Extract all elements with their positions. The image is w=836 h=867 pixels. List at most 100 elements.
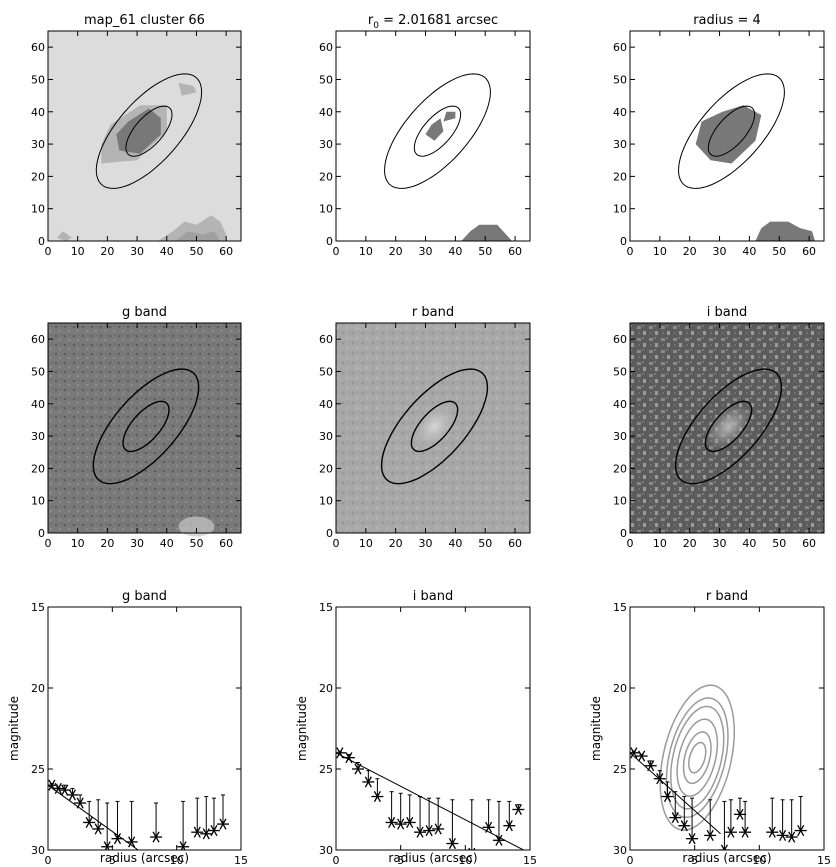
- data-point: [92, 823, 105, 835]
- data-point: [794, 825, 807, 837]
- data-point: [385, 816, 398, 829]
- panel-4-frame: [47, 322, 242, 534]
- data-point: [644, 760, 657, 772]
- x-tick-label: 50: [478, 537, 492, 550]
- marker-stroke: [425, 825, 433, 837]
- x-tick-label: 10: [359, 245, 373, 258]
- y-tick-label: 10: [319, 495, 333, 508]
- data-point: [739, 826, 752, 838]
- inner-ellipse: [707, 105, 756, 157]
- x-tick-label: 0: [45, 537, 52, 550]
- panel-6-title: i band: [707, 305, 747, 320]
- y-tick-label: 60: [319, 41, 333, 54]
- data-point: [669, 812, 682, 824]
- y-tick-label: 15: [319, 601, 333, 614]
- data-point: [351, 763, 364, 775]
- data-point: [403, 816, 416, 829]
- data-point: [125, 836, 138, 848]
- data-point: [342, 752, 355, 764]
- x-tick-label: 0: [333, 537, 340, 550]
- x-tick-label: 0: [627, 854, 634, 867]
- marker-stroke: [468, 847, 471, 850]
- outer-ellipse: [674, 368, 783, 485]
- data-point: [336, 747, 346, 759]
- x-tick-label: 15: [234, 854, 248, 867]
- panel-8-title: i band: [413, 589, 453, 604]
- y-tick-label: 50: [319, 365, 333, 378]
- y-tick-label: 10: [319, 203, 333, 216]
- y-tick-label: 20: [613, 682, 627, 695]
- x-tick-label: 50: [772, 537, 786, 550]
- y-tick-label: 10: [613, 203, 627, 216]
- x-tick-label: 60: [219, 537, 233, 550]
- outer-ellipse: [95, 73, 203, 189]
- x-tick-label: 60: [508, 537, 522, 550]
- isophote-contour: [682, 731, 712, 785]
- marker-stroke: [128, 836, 136, 848]
- y-tick-label: 30: [613, 844, 627, 857]
- x-tick-label: 20: [100, 245, 114, 258]
- y-axis-label: magnitude: [7, 696, 21, 761]
- y-tick-label: 0: [620, 527, 627, 540]
- data-point: [423, 825, 436, 837]
- panel-8-frame: [335, 606, 531, 851]
- x-tick-label: 50: [189, 537, 203, 550]
- y-tick-label: 20: [613, 462, 627, 475]
- data-point: [492, 834, 505, 846]
- marker-stroke: [723, 844, 728, 850]
- x-tick-label: 40: [742, 245, 756, 258]
- y-axis-label: magnitude: [295, 696, 309, 761]
- data-point: [371, 790, 384, 803]
- data-point: [394, 818, 407, 830]
- marker-stroke: [788, 831, 796, 843]
- data-point: [66, 789, 79, 801]
- data-point: [111, 833, 124, 845]
- marker-stroke: [54, 782, 62, 794]
- cluster-core-blob: [116, 108, 161, 154]
- marker-stroke: [104, 841, 111, 850]
- x-tick-label: 20: [389, 245, 403, 258]
- panel-4-title: g band: [122, 305, 167, 320]
- x-tick-label: 10: [653, 537, 667, 550]
- marker-stroke: [797, 825, 805, 837]
- data-point: [83, 816, 96, 829]
- inner-ellipse: [413, 105, 462, 157]
- marker-stroke: [647, 760, 655, 772]
- marker-stroke: [434, 823, 442, 835]
- y-tick-label: 40: [31, 398, 45, 411]
- map-blob: [175, 231, 221, 241]
- x-tick-label: 10: [71, 245, 85, 258]
- marker-stroke: [61, 784, 69, 796]
- map-blob: [178, 82, 197, 96]
- y-tick-label: 25: [31, 763, 45, 776]
- cluster-core-blob: [443, 111, 456, 122]
- marker-stroke: [472, 847, 476, 850]
- data-point: [678, 820, 691, 832]
- x-tick-label: 0: [627, 537, 634, 550]
- marker-stroke: [68, 789, 77, 801]
- marker-stroke: [94, 823, 102, 835]
- x-tick-label: 5: [397, 854, 404, 867]
- y-tick-label: 20: [319, 682, 333, 695]
- marker-stroke: [741, 826, 749, 838]
- outer-ellipse: [92, 368, 200, 485]
- x-tick-label: 5: [691, 854, 698, 867]
- marker-stroke: [373, 790, 381, 803]
- isophote-contour: [659, 684, 736, 831]
- y-tick-label: 60: [31, 41, 45, 54]
- y-tick-label: 20: [319, 170, 333, 183]
- isophote-contour: [670, 705, 725, 810]
- data-point: [58, 784, 71, 796]
- y-tick-label: 10: [613, 495, 627, 508]
- x-tick-label: 10: [71, 537, 85, 550]
- data-point: [704, 829, 717, 841]
- marker-stroke: [638, 750, 646, 762]
- y-tick-label: 30: [31, 844, 45, 857]
- x-tick-label: 50: [478, 245, 492, 258]
- y-tick-label: 20: [319, 462, 333, 475]
- outer-ellipse: [384, 73, 491, 189]
- marker-stroke: [113, 833, 122, 845]
- x-tick-label: 20: [389, 537, 403, 550]
- x-tick-label: 40: [742, 537, 756, 550]
- marker-stroke: [485, 821, 493, 833]
